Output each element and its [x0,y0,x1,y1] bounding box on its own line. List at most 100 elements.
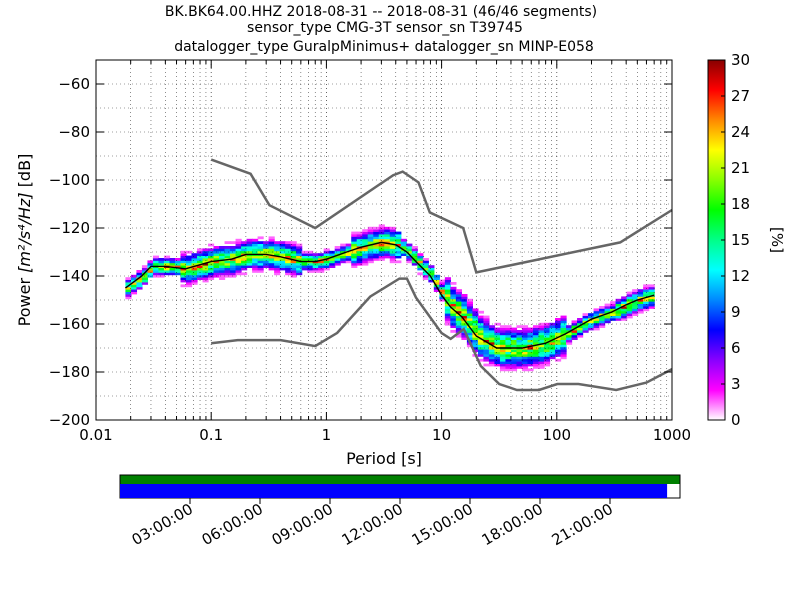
heatmap-cell [466,313,473,316]
heatmap-cell [555,322,562,326]
heatmap-cell [356,243,363,247]
heatmap-cell [450,315,457,319]
colorbar-tick-label: 12 [731,267,750,285]
heatmap-cell [169,270,176,273]
heatmap-cell [439,296,446,300]
heatmap-cell [378,226,385,230]
heatmap-cell [582,315,589,319]
time-tick-label: 12:00:00 [339,500,406,549]
heatmap-cell [494,358,501,362]
heatmap-cell [307,258,314,261]
heatmap-cell [505,325,512,328]
heatmap-cell [136,274,143,278]
heatmap-cell [455,315,462,319]
heatmap-cell [571,322,578,326]
heatmap-cell [422,274,429,278]
heatmap-cell [230,272,237,276]
heatmap-cell [141,267,149,271]
heatmap-cell [345,248,352,252]
heatmap-cell [505,361,512,364]
heatmap-cell [141,265,149,268]
heatmap-cell [615,315,622,319]
heatmap-cell [555,332,562,336]
heatmap-cell [296,262,303,266]
heatmap-cell [241,267,248,271]
heatmap-cell [202,270,209,273]
heatmap-cell [637,289,644,292]
heatmap-cell [488,363,496,367]
heatmap-cell [389,241,396,244]
heatmap-cell [577,320,584,324]
heatmap-cell [185,255,193,259]
heatmap-cell [230,265,237,268]
heatmap-cell [510,334,518,338]
heatmap-cell [384,253,391,256]
heatmap-cell [147,272,154,276]
heatmap-cell [455,289,462,292]
heatmap-cell [230,260,237,264]
heatmap-cell [615,313,622,316]
heatmap-cell [593,327,600,331]
heatmap-cell [538,327,545,331]
heatmap-cell [384,238,391,242]
heatmap-cell [307,265,314,268]
heatmap-cell [235,246,242,249]
heatmap-cell [356,238,363,242]
heatmap-cell [599,315,606,319]
heatmap-cell [367,236,374,240]
heatmap-cell [472,337,479,340]
heatmap-cell [527,354,534,357]
heatmap-cell [395,246,402,249]
heatmap-cell [593,318,600,321]
heatmap-cell [444,294,451,297]
heatmap-cell [312,265,319,268]
heatmap-cell [610,313,617,316]
heatmap-cell [334,260,341,264]
heatmap-cell [516,349,523,352]
heatmap-cell [224,246,231,249]
heatmap-cell [125,277,132,280]
heatmap-cell [219,248,226,252]
heatmap-cell [488,358,496,362]
heatmap-cell [521,349,529,352]
heatmap-cell [461,294,468,297]
heatmap-cell [488,354,496,357]
heatmap-cell [174,258,182,261]
chart-title-line-1: BK.BK64.00.HHZ 2018-08-31 -- 2018-08-31 … [165,4,597,20]
heatmap-cell [285,246,292,249]
heatmap-cell [499,327,507,331]
heatmap-cell [373,246,380,249]
heatmap-cell [483,349,490,352]
heatmap-cell [340,246,347,249]
heatmap-cell [417,272,424,276]
heatmap-cell [510,351,518,355]
heatmap-cell [505,368,512,372]
heatmap-cell [246,241,253,244]
heatmap-cell [577,332,584,336]
heatmap-cell [516,342,523,345]
heatmap-cell [389,234,396,237]
heatmap-cell [549,330,556,333]
heatmap-cell [532,334,540,338]
heatmap-cell [560,327,567,331]
heatmap-cell [521,339,529,343]
heatmap-cell [202,265,209,268]
heatmap-cell [235,243,242,247]
heatmap-cell [158,274,165,278]
heatmap-cell [483,358,490,362]
heatmap-cell [246,246,253,249]
heatmap-cell [593,313,600,316]
heatmap-cell [290,262,297,266]
heatmap-cell [285,265,292,268]
heatmap-cell [494,334,501,338]
heatmap-cell [555,339,562,343]
heatmap-cell [422,265,429,268]
heatmap-cell [356,236,363,240]
heatmap-cell [461,315,468,319]
heatmap-cell [241,265,248,268]
heatmap-cell [163,262,171,266]
heatmap-cell [516,332,523,336]
heatmap-cell [406,243,413,247]
heatmap-cell [483,337,490,340]
heatmap-cell [152,260,160,264]
